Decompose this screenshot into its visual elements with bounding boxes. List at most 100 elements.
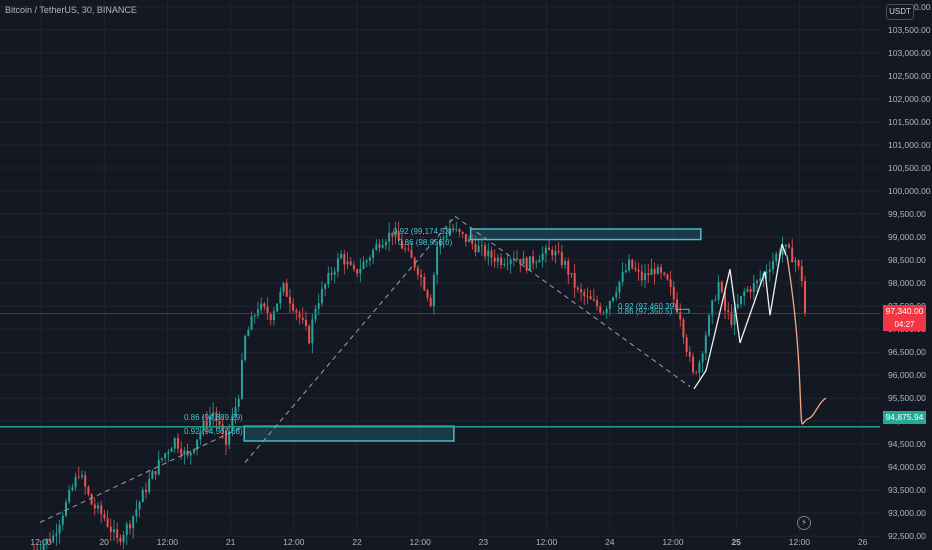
candle-body bbox=[608, 301, 611, 309]
candle-body bbox=[624, 270, 627, 273]
candle-body bbox=[109, 526, 112, 533]
candle-body bbox=[644, 273, 647, 281]
candle-body bbox=[708, 315, 711, 336]
candle-body bbox=[330, 272, 333, 275]
x-tick-label: 26 bbox=[858, 537, 868, 547]
candle-body bbox=[407, 249, 410, 251]
y-tick-label: 102,000.00 bbox=[888, 94, 931, 104]
candle-body bbox=[212, 412, 215, 417]
y-tick-label: 93,500.00 bbox=[888, 485, 926, 495]
candle-body bbox=[458, 229, 461, 232]
fib-label: 0.92 (99,174.53) bbox=[393, 227, 452, 236]
candle-body bbox=[714, 299, 717, 301]
y-tick-label: 95,500.00 bbox=[888, 393, 926, 403]
candle-body bbox=[349, 261, 352, 265]
y-tick-label: 98,000.00 bbox=[888, 278, 926, 288]
candle-body bbox=[567, 261, 570, 275]
candle-body bbox=[660, 266, 663, 273]
candle-body bbox=[484, 245, 487, 257]
candle-body bbox=[218, 420, 221, 425]
candle-body bbox=[49, 538, 51, 542]
x-tick-label: 12:00 bbox=[662, 537, 684, 547]
x-tick-label: 12:00 bbox=[536, 537, 558, 547]
candle-body bbox=[404, 248, 407, 250]
candle-body bbox=[391, 232, 394, 237]
candle-body bbox=[343, 254, 346, 265]
candle-body bbox=[612, 297, 615, 302]
candle-body bbox=[730, 312, 733, 325]
lightning-icon[interactable]: ⚡ bbox=[797, 516, 811, 530]
candle-body bbox=[538, 260, 541, 263]
candle-body bbox=[448, 228, 451, 236]
candle-body bbox=[781, 246, 784, 255]
candle-body bbox=[205, 420, 208, 426]
candle-body bbox=[535, 262, 538, 264]
currency-selector[interactable]: USDT bbox=[886, 4, 914, 20]
candle-body bbox=[436, 246, 439, 275]
candle-body bbox=[791, 247, 794, 263]
candle-body bbox=[228, 430, 231, 445]
candle-body bbox=[576, 287, 579, 290]
candle-body bbox=[336, 258, 339, 272]
candle-body bbox=[720, 282, 723, 292]
candle-body bbox=[215, 412, 218, 421]
candle-body bbox=[231, 415, 234, 431]
candle-body bbox=[192, 449, 195, 453]
candle-body bbox=[704, 335, 707, 354]
candle-body bbox=[240, 360, 243, 399]
candle-body bbox=[132, 516, 135, 529]
candle-body bbox=[288, 296, 291, 304]
fib-label: 0.86 (98,956.0) bbox=[398, 238, 453, 247]
candle-body bbox=[711, 300, 714, 316]
candle-body bbox=[628, 259, 631, 271]
candle-body bbox=[637, 269, 640, 272]
x-tick-label: 12:00 bbox=[157, 537, 179, 547]
candle-body bbox=[71, 487, 74, 491]
candle-body bbox=[282, 282, 285, 292]
candle-body bbox=[733, 307, 736, 325]
candle-body bbox=[362, 262, 365, 269]
y-tick-label: 99,000.00 bbox=[888, 232, 926, 242]
candle-body bbox=[269, 313, 272, 321]
candle-body bbox=[490, 250, 493, 258]
candle-body bbox=[672, 286, 675, 300]
candle-body bbox=[679, 312, 682, 320]
candle-body bbox=[141, 490, 144, 503]
candle-body bbox=[717, 282, 720, 300]
candle-body bbox=[525, 257, 528, 271]
candle-body bbox=[592, 299, 595, 301]
candle-body bbox=[685, 337, 688, 353]
candle-body bbox=[797, 260, 800, 267]
price-axis-background bbox=[880, 0, 932, 550]
candle-body bbox=[544, 247, 547, 254]
candle-body bbox=[452, 228, 455, 231]
candle-body bbox=[285, 282, 288, 297]
x-tick-label: 20 bbox=[99, 537, 109, 547]
fib-label: 0.86 (94,889.29) bbox=[184, 413, 243, 422]
candle-body bbox=[272, 311, 275, 321]
level-price-tag: 94,875.94 bbox=[883, 411, 926, 424]
candle-body bbox=[80, 475, 83, 477]
candle-body bbox=[263, 303, 266, 307]
candle-body bbox=[432, 274, 435, 307]
y-tick-label: 101,000.00 bbox=[888, 140, 931, 150]
y-tick-label: 100,000.00 bbox=[888, 186, 931, 196]
candle-body bbox=[727, 310, 730, 313]
candle-body bbox=[765, 271, 768, 274]
fib-trendline bbox=[39, 425, 246, 523]
candle-body bbox=[253, 315, 256, 317]
candle-body bbox=[528, 256, 531, 271]
candle-body bbox=[77, 476, 80, 478]
candle-body bbox=[724, 291, 727, 311]
candle-body bbox=[682, 319, 685, 338]
candle-body bbox=[74, 476, 77, 488]
candle-body bbox=[618, 281, 621, 293]
candle-body bbox=[122, 534, 125, 542]
x-tick-label: 12:00 bbox=[789, 537, 811, 547]
candle-body bbox=[90, 494, 93, 505]
candle-body bbox=[605, 308, 608, 314]
candle-body bbox=[429, 297, 432, 307]
fib-trendline bbox=[454, 215, 691, 388]
candle-body bbox=[311, 319, 314, 344]
